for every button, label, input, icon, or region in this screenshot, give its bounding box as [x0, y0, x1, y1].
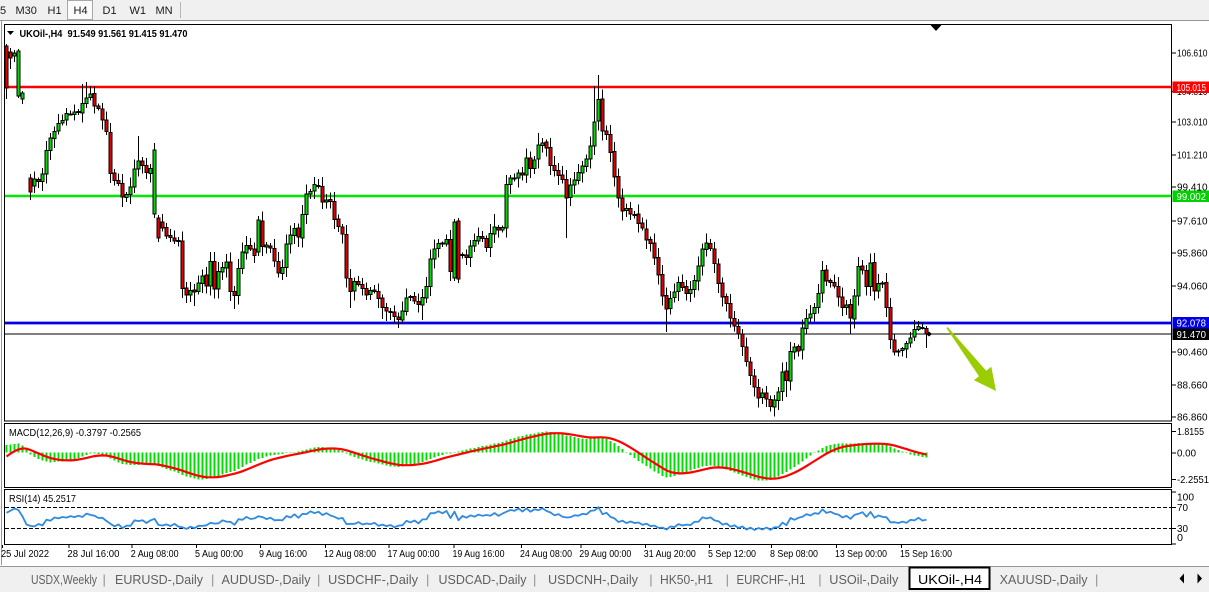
svg-text:97.610: 97.610 [1177, 216, 1208, 228]
svg-text:HK50-,H1: HK50-,H1 [660, 572, 713, 587]
svg-text:USOil-,Daily: USOil-,Daily [829, 572, 898, 587]
svg-text:86.860: 86.860 [1177, 412, 1208, 424]
svg-text:H1: H1 [48, 5, 62, 17]
svg-text:UKOil-,H4: UKOil-,H4 [918, 572, 982, 587]
svg-text:94.060: 94.060 [1177, 281, 1208, 293]
svg-text:|: | [211, 572, 214, 587]
svg-text:9 Aug 16:00: 9 Aug 16:00 [259, 549, 307, 560]
svg-text:-2.2551: -2.2551 [1177, 474, 1209, 486]
svg-text:24 Aug 08:00: 24 Aug 08:00 [520, 549, 572, 560]
svg-text:|: | [649, 572, 652, 587]
svg-text:|: | [818, 572, 821, 587]
svg-text:88.660: 88.660 [1177, 380, 1208, 392]
svg-text:USDCAD-,Daily: USDCAD-,Daily [439, 572, 527, 587]
svg-text:25 Jul 2022: 25 Jul 2022 [1, 549, 49, 560]
svg-text:90.460: 90.460 [1177, 347, 1208, 359]
svg-text:D1: D1 [103, 5, 117, 17]
svg-text:|: | [426, 572, 429, 587]
svg-text:30: 30 [1177, 523, 1188, 535]
svg-text:|: | [317, 572, 320, 587]
svg-text:99.002: 99.002 [1177, 191, 1207, 203]
svg-text:5 Aug 00:00: 5 Aug 00:00 [195, 549, 243, 560]
svg-text:USDCHF-,Daily: USDCHF-,Daily [328, 572, 418, 587]
svg-text:17 Aug 00:00: 17 Aug 00:00 [388, 549, 440, 560]
svg-text:2 Aug 08:00: 2 Aug 08:00 [131, 549, 179, 560]
svg-text:15 Sep 16:00: 15 Sep 16:00 [900, 549, 952, 560]
svg-text:70: 70 [1177, 502, 1188, 514]
svg-text:XAUUSD-,Daily: XAUUSD-,Daily [1000, 572, 1088, 587]
svg-text:AUDUSD-,Daily: AUDUSD-,Daily [222, 572, 311, 587]
svg-text:103.010: 103.010 [1177, 117, 1208, 129]
svg-text:29 Aug 00:00: 29 Aug 00:00 [579, 549, 631, 560]
svg-text:USDCNH-,Daily: USDCNH-,Daily [548, 572, 638, 587]
svg-text:28 Jul 16:00: 28 Jul 16:00 [67, 549, 119, 560]
svg-text:|: | [533, 572, 536, 587]
svg-text:W1: W1 [130, 5, 147, 17]
svg-text:105.015: 105.015 [1177, 82, 1207, 94]
svg-text:95.860: 95.860 [1177, 248, 1208, 260]
svg-text:MACD(12,26,9) -0.3797 -0.2565: MACD(12,26,9) -0.3797 -0.2565 [9, 427, 141, 439]
svg-text:19 Aug 16:00: 19 Aug 16:00 [453, 549, 505, 560]
svg-text:5 Sep 12:00: 5 Sep 12:00 [708, 549, 756, 560]
svg-text:MN: MN [156, 5, 173, 17]
svg-text:EURUSD-,Daily: EURUSD-,Daily [115, 572, 203, 587]
svg-text:31 Aug 20:00: 31 Aug 20:00 [644, 549, 696, 560]
svg-text:91.470: 91.470 [1177, 329, 1207, 341]
svg-text:92.078: 92.078 [1177, 317, 1207, 329]
svg-text:12 Aug 08:00: 12 Aug 08:00 [324, 549, 376, 560]
svg-text:100: 100 [1177, 492, 1194, 504]
svg-text:0: 0 [1177, 532, 1183, 544]
svg-text:8 Sep 08:00: 8 Sep 08:00 [770, 549, 818, 560]
svg-text:0.00: 0.00 [1177, 448, 1196, 460]
svg-text:|: | [1095, 572, 1098, 587]
svg-text:UKOil-,H4 91.549 91.561 91.41: UKOil-,H4 91.549 91.561 91.415 91.470 [20, 28, 188, 40]
svg-text:13 Sep 00:00: 13 Sep 00:00 [835, 549, 887, 560]
svg-text:USDX,Weekly: USDX,Weekly [31, 572, 97, 587]
svg-text:5: 5 [0, 5, 6, 17]
svg-text:|: | [726, 572, 729, 587]
svg-text:106.610: 106.610 [1177, 48, 1208, 60]
svg-text:EURCHF-,H1: EURCHF-,H1 [737, 572, 806, 587]
svg-text:101.210: 101.210 [1177, 150, 1208, 162]
svg-text:RSI(14) 45.2517: RSI(14) 45.2517 [9, 493, 76, 505]
svg-text:|: | [103, 572, 106, 587]
svg-text:H4: H4 [74, 5, 88, 17]
svg-text:M30: M30 [16, 5, 37, 17]
svg-text:1.8155: 1.8155 [1177, 426, 1204, 438]
